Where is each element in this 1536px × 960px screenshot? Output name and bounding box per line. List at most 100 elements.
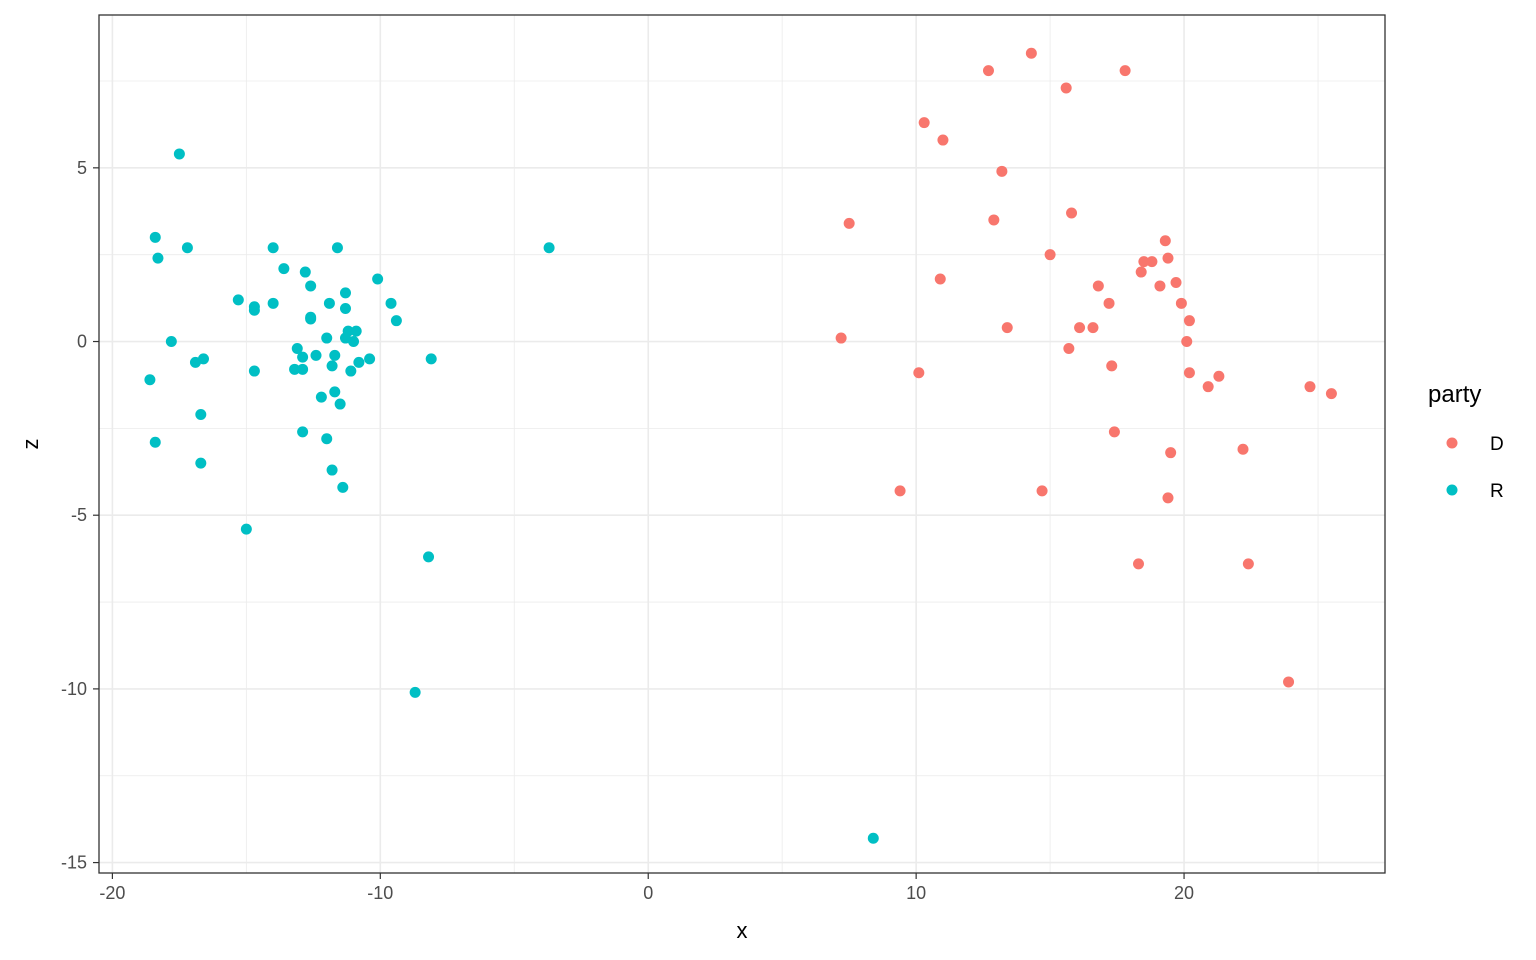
data-point-D <box>988 214 1000 226</box>
data-point-D <box>843 217 855 229</box>
data-point-R <box>326 464 338 476</box>
data-point-R <box>364 353 376 365</box>
data-point-D <box>918 117 930 129</box>
data-point-R <box>372 273 384 285</box>
legend: party DR <box>1428 381 1504 502</box>
data-point-D <box>894 485 906 497</box>
data-point-R <box>339 303 351 315</box>
x-tick-label: 10 <box>906 883 926 903</box>
data-point-R <box>248 304 260 316</box>
data-point-R <box>323 297 335 309</box>
data-point-R <box>326 360 338 372</box>
data-point-D <box>1175 297 1187 309</box>
data-point-D <box>1304 381 1316 393</box>
x-tick-label: 0 <box>643 883 653 903</box>
data-point-R <box>299 266 311 278</box>
data-point-R <box>867 832 879 844</box>
data-point-R <box>297 351 309 363</box>
data-point-R <box>315 391 327 403</box>
data-point-R <box>350 325 362 337</box>
data-point-D <box>1154 280 1166 292</box>
panel-border <box>98 14 1386 874</box>
data-point-R <box>297 363 309 375</box>
data-point-D <box>996 165 1008 177</box>
data-point-D <box>1025 47 1037 59</box>
data-point-R <box>329 386 341 398</box>
data-point-D <box>1119 65 1131 77</box>
data-point-D <box>1170 276 1182 288</box>
data-point-R <box>278 263 290 275</box>
data-point-R <box>425 353 437 365</box>
data-point-D <box>1135 266 1147 278</box>
data-point-D <box>1063 342 1075 354</box>
data-point-D <box>1162 492 1174 504</box>
data-point-R <box>232 294 244 306</box>
data-point-R <box>337 481 349 493</box>
data-point-D <box>1001 322 1013 334</box>
data-point-R <box>248 365 260 377</box>
data-point-R <box>348 336 360 348</box>
data-point-D <box>1133 558 1145 570</box>
data-point-R <box>329 349 341 361</box>
legend-entries: DR <box>1446 434 1504 502</box>
data-point-D <box>1066 207 1078 219</box>
data-point-D <box>1183 315 1195 327</box>
y-tick-label: -5 <box>71 505 87 525</box>
data-point-R <box>321 433 333 445</box>
data-point-D <box>934 273 946 285</box>
data-point-D <box>1138 256 1150 268</box>
data-point-D <box>1044 249 1056 261</box>
data-point-R <box>543 242 555 254</box>
data-point-R <box>334 398 346 410</box>
data-point-D <box>1146 256 1158 268</box>
data-point-R <box>173 148 185 160</box>
data-point-D <box>1060 82 1072 94</box>
data-point-R <box>189 356 201 368</box>
data-point-D <box>1181 336 1193 348</box>
data-point-R <box>291 342 303 354</box>
data-point-D <box>1283 676 1295 688</box>
legend-key-D <box>1446 437 1458 449</box>
y-tick-label: -10 <box>61 679 87 699</box>
data-point-R <box>195 408 207 420</box>
data-point-R <box>297 426 309 438</box>
data-point-R <box>165 336 177 348</box>
data-point-R <box>149 231 161 243</box>
x-tick-label: -20 <box>99 883 125 903</box>
data-point-D <box>1103 297 1115 309</box>
data-point-D <box>913 367 925 379</box>
data-point-R <box>390 315 402 327</box>
data-point-R <box>305 280 317 292</box>
data-point-D <box>1242 558 1254 570</box>
y-tick-label: 0 <box>77 332 87 352</box>
y-tick-label: 5 <box>77 158 87 178</box>
data-point-R <box>423 551 435 563</box>
legend-label-D: D <box>1490 434 1504 455</box>
data-points <box>144 47 1337 844</box>
data-point-D <box>1325 388 1337 400</box>
data-point-R <box>385 297 397 309</box>
data-point-D <box>1183 367 1195 379</box>
data-point-D <box>1108 426 1120 438</box>
data-point-R <box>240 523 252 535</box>
data-point-R <box>345 365 357 377</box>
data-point-R <box>195 457 207 469</box>
x-tick-label: 20 <box>1174 883 1194 903</box>
data-point-R <box>339 287 351 299</box>
data-point-R <box>331 242 343 254</box>
legend-label-R: R <box>1490 481 1504 502</box>
data-point-D <box>1036 485 1048 497</box>
data-point-D <box>1092 280 1104 292</box>
x-tick-label: -10 <box>367 883 393 903</box>
data-point-R <box>152 252 164 264</box>
data-point-R <box>353 356 365 368</box>
data-point-D <box>1165 447 1177 459</box>
data-point-D <box>1213 370 1225 382</box>
data-point-R <box>321 332 333 344</box>
x-axis-title: x <box>737 918 748 943</box>
axis-ticks: -20 -10 0 10 20 -15 -10 -5 0 5 <box>61 158 1194 903</box>
data-point-D <box>835 332 847 344</box>
data-point-D <box>1202 381 1214 393</box>
data-point-R <box>310 349 322 361</box>
